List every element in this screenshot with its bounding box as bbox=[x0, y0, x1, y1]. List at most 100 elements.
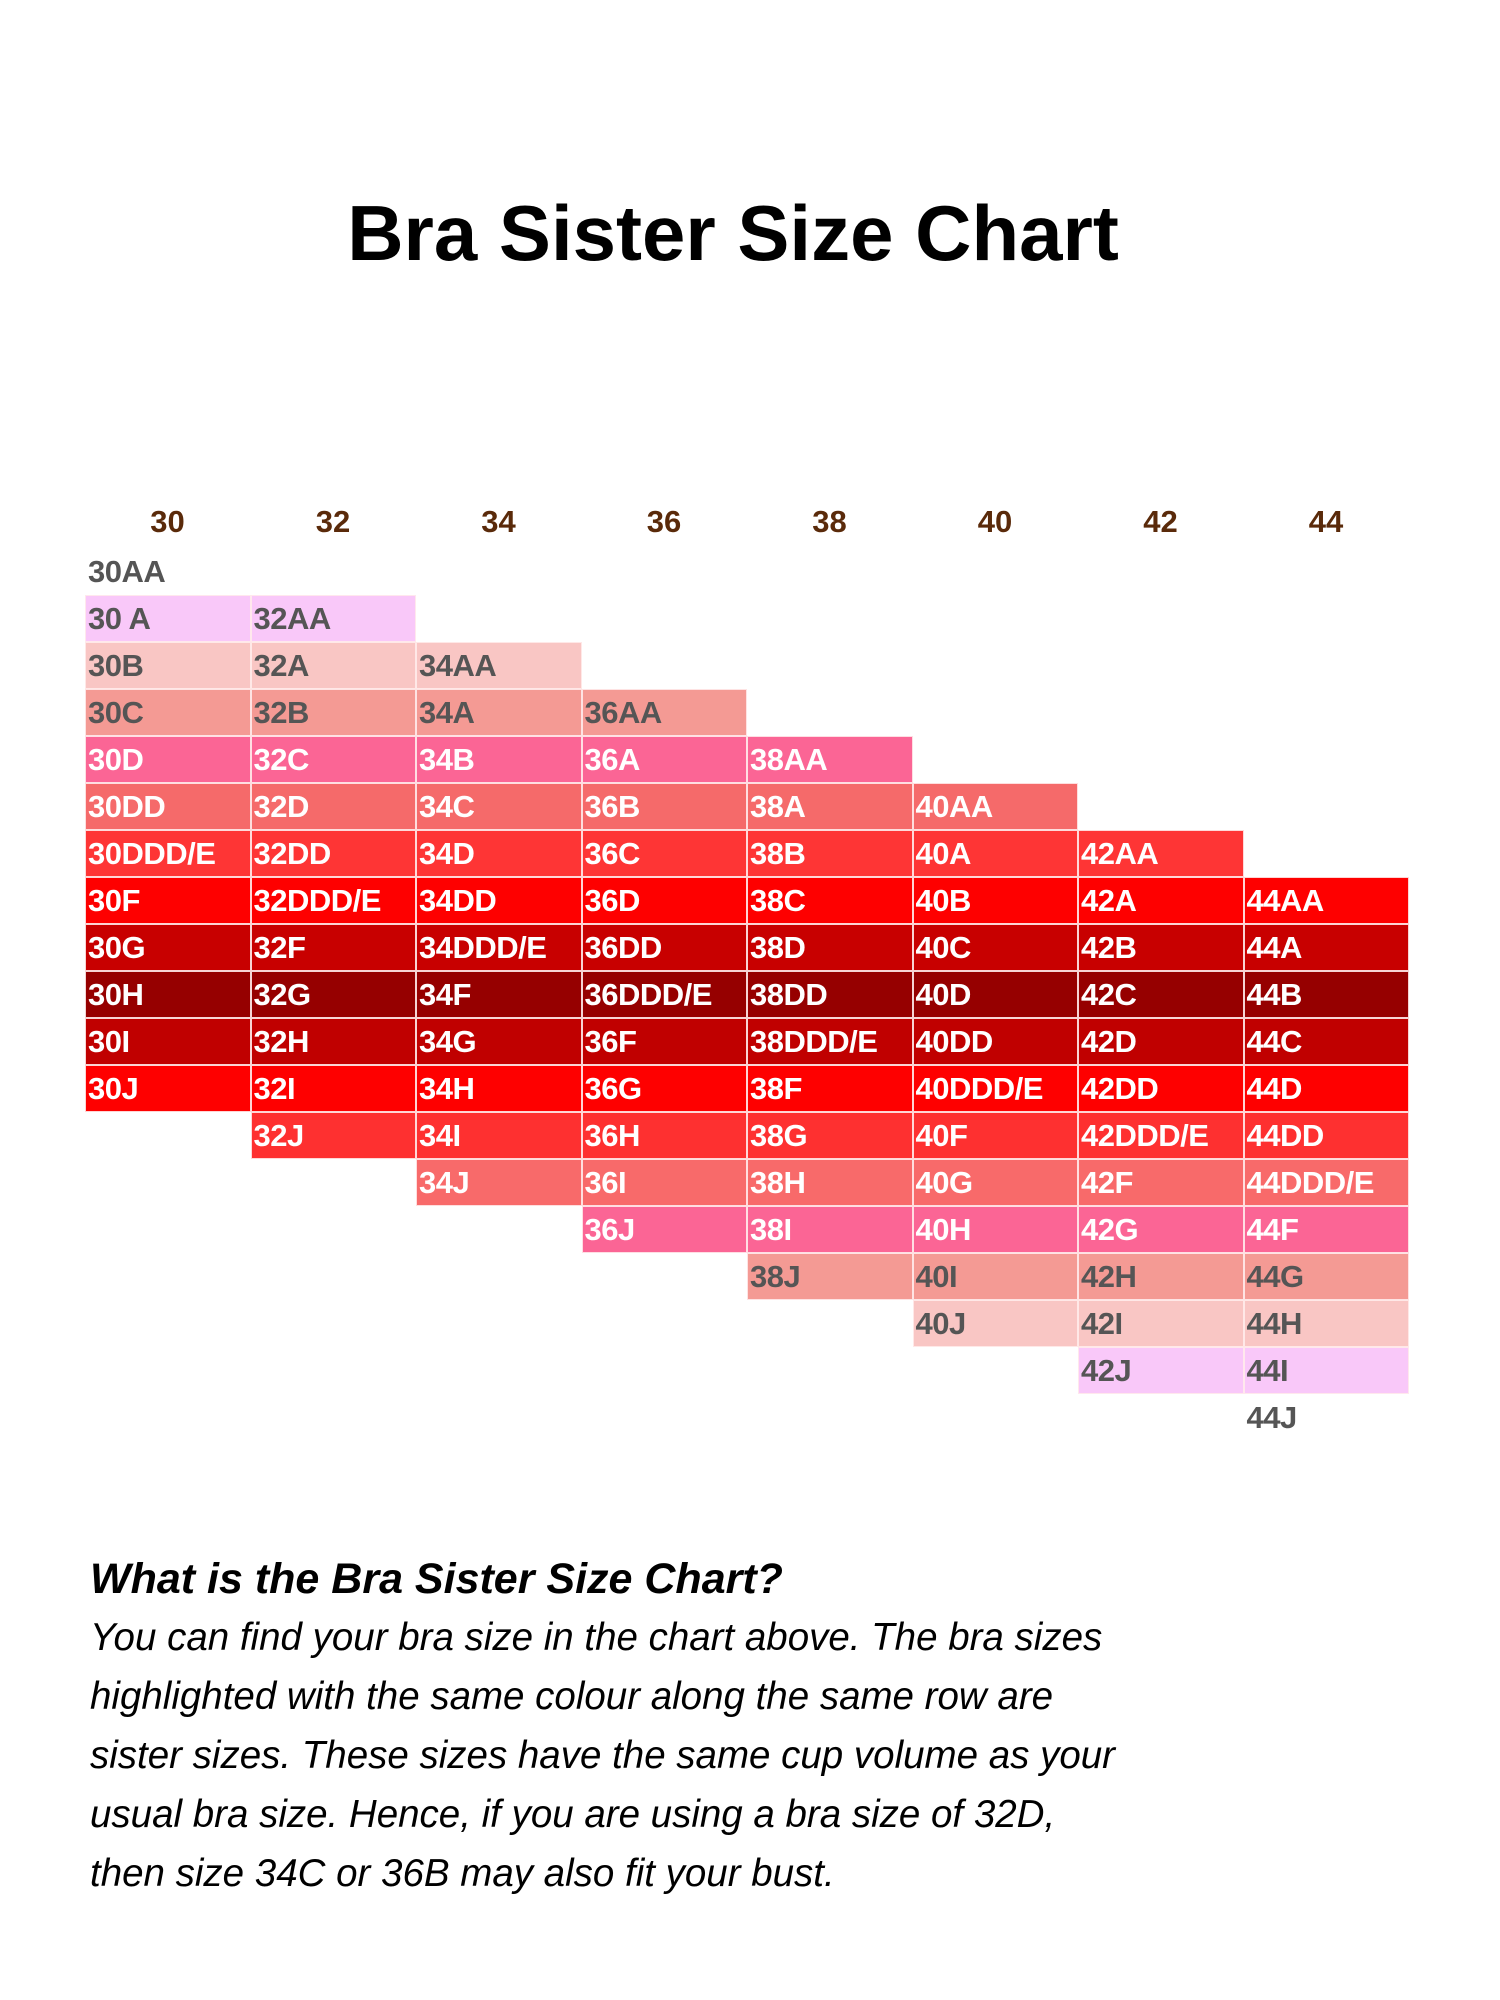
size-cell: 42DD bbox=[1078, 1065, 1244, 1112]
size-cell: 44A bbox=[1243, 924, 1409, 971]
size-cell: 42J bbox=[1078, 1347, 1244, 1394]
size-cell: 30B bbox=[85, 642, 251, 689]
size-cell: 42C bbox=[1078, 971, 1244, 1018]
size-cell: 44AA bbox=[1243, 877, 1409, 924]
size-cell: 44C bbox=[1243, 1018, 1409, 1065]
size-cell: 32DDD/E bbox=[250, 877, 416, 924]
size-cell: 38A bbox=[747, 783, 913, 830]
band-header-36: 36 bbox=[646, 504, 682, 539]
explanation-heading: What is the Bra Sister Size Chart? bbox=[90, 1555, 783, 1603]
size-cell: 36DDD/E bbox=[581, 971, 747, 1018]
size-cell: 34I bbox=[416, 1112, 582, 1159]
explanation-line: sister sizes. These sizes have the same … bbox=[90, 1734, 1115, 1777]
size-cell: 38DD bbox=[747, 971, 913, 1018]
size-cell: 34J bbox=[416, 1159, 582, 1206]
size-cell: 44G bbox=[1243, 1253, 1409, 1300]
size-cell: 36C bbox=[581, 830, 747, 877]
size-cell: 40C bbox=[912, 924, 1078, 971]
size-cell: 42G bbox=[1078, 1206, 1244, 1253]
explanation-line: then size 34C or 36B may also fit your b… bbox=[90, 1852, 835, 1895]
size-cell: 32A bbox=[250, 642, 416, 689]
size-cell: 44DDD/E bbox=[1243, 1159, 1409, 1206]
size-cell: 40I bbox=[912, 1253, 1078, 1300]
band-header-44: 44 bbox=[1308, 504, 1344, 539]
band-header-30: 30 bbox=[150, 504, 185, 539]
size-cell: 34G bbox=[416, 1018, 582, 1065]
size-cell: 30D bbox=[85, 736, 251, 783]
band-header-32: 32 bbox=[315, 504, 351, 539]
sister-size-grid: 30 30AA 30 A 30B 30C 30D 30DD 30DDD/E 30F 30G 30H 3… bbox=[85, 504, 1409, 1441]
size-cell: 38G bbox=[747, 1112, 913, 1159]
size-cell: 40AA bbox=[912, 783, 1078, 830]
size-cell: 30C bbox=[85, 689, 251, 736]
size-cell: 36F bbox=[581, 1018, 747, 1065]
size-cell: 32J bbox=[250, 1112, 416, 1159]
explanation-line: You can find your bra size in the chart … bbox=[90, 1616, 1103, 1659]
size-cell: 40H bbox=[912, 1206, 1078, 1253]
size-cell: 32G bbox=[250, 971, 416, 1018]
size-cell: 36J bbox=[581, 1206, 747, 1253]
size-cell: 36I bbox=[581, 1159, 747, 1206]
size-cell: 40J bbox=[912, 1300, 1078, 1347]
size-cell: 44DD bbox=[1243, 1112, 1409, 1159]
band-header-34: 34 bbox=[481, 504, 516, 539]
size-cell: 30G bbox=[85, 924, 251, 971]
size-cell: 44J bbox=[1243, 1394, 1409, 1441]
size-cell: 36G bbox=[581, 1065, 747, 1112]
size-cell: 38F bbox=[747, 1065, 913, 1112]
band-header-38: 38 bbox=[812, 504, 847, 539]
size-cell: 36A bbox=[581, 736, 747, 783]
size-cell: 32DD bbox=[250, 830, 416, 877]
size-cell: 34DD bbox=[416, 877, 582, 924]
size-cell: 44H bbox=[1243, 1300, 1409, 1347]
size-cell: 42H bbox=[1078, 1253, 1244, 1300]
size-cell: 42AA bbox=[1078, 830, 1244, 877]
size-cell: 32B bbox=[250, 689, 416, 736]
size-cell: 32I bbox=[250, 1065, 416, 1112]
size-cell: 40DDD/E bbox=[912, 1065, 1078, 1112]
size-cell: 40B bbox=[912, 877, 1078, 924]
size-cell: 36AA bbox=[581, 689, 747, 736]
size-cell: 30J bbox=[85, 1065, 251, 1112]
size-cell: 34AA bbox=[416, 642, 582, 689]
size-cell: 36H bbox=[581, 1112, 747, 1159]
size-cell: 34D bbox=[416, 830, 582, 877]
size-cell: 34B bbox=[416, 736, 582, 783]
size-cell: 40G bbox=[912, 1159, 1078, 1206]
size-cell: 44D bbox=[1243, 1065, 1409, 1112]
size-cell: 42A bbox=[1078, 877, 1244, 924]
size-cell: 34DDD/E bbox=[416, 924, 582, 971]
size-cell: 42I bbox=[1078, 1300, 1244, 1347]
size-cell: 32AA bbox=[250, 595, 416, 642]
size-cell: 34F bbox=[416, 971, 582, 1018]
size-cell: 36D bbox=[581, 877, 747, 924]
size-cell: 42F bbox=[1078, 1159, 1244, 1206]
size-cell: 32C bbox=[250, 736, 416, 783]
size-cell: 32H bbox=[250, 1018, 416, 1065]
size-cell: 42B bbox=[1078, 924, 1244, 971]
size-cell: 30 A bbox=[85, 595, 251, 642]
size-cell: 40D bbox=[912, 971, 1078, 1018]
explanation-line: highlighted with the same colour along t… bbox=[90, 1675, 1054, 1718]
size-cell: 44B bbox=[1243, 971, 1409, 1018]
size-cell: 38I bbox=[747, 1206, 913, 1253]
size-cell: 38C bbox=[747, 877, 913, 924]
band-header-42: 42 bbox=[1143, 504, 1178, 539]
size-cell: 42DDD/E bbox=[1078, 1112, 1244, 1159]
size-cell: 38AA bbox=[747, 736, 913, 783]
size-cell: 38DDD/E bbox=[747, 1018, 913, 1065]
size-cell: 36B bbox=[581, 783, 747, 830]
size-cell: 30AA bbox=[85, 548, 251, 595]
size-cell: 38H bbox=[747, 1159, 913, 1206]
size-cell: 30DD bbox=[85, 783, 251, 830]
size-cell: 42D bbox=[1078, 1018, 1244, 1065]
size-cell: 30H bbox=[85, 971, 251, 1018]
band-header-40: 40 bbox=[977, 504, 1013, 539]
size-cell: 32F bbox=[250, 924, 416, 971]
size-cell: 34C bbox=[416, 783, 582, 830]
size-cell: 34A bbox=[416, 689, 582, 736]
size-cell: 34H bbox=[416, 1065, 582, 1112]
size-cell: 32D bbox=[250, 783, 416, 830]
size-cell: 44F bbox=[1243, 1206, 1409, 1253]
explanation-section: What is the Bra Sister Size Chart? You c… bbox=[90, 1550, 1440, 1903]
